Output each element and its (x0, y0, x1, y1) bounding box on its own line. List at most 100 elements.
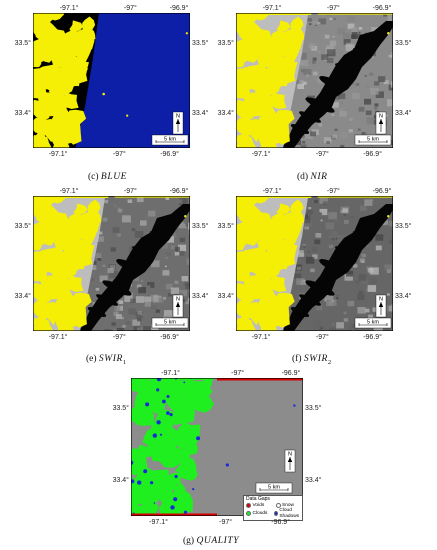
right-tick-label: 33.5° (305, 405, 322, 413)
field-patch (164, 310, 173, 317)
cloud-blob (83, 28, 96, 42)
field-patch (128, 308, 137, 315)
field-patch (361, 132, 367, 137)
cloud-blob (143, 504, 153, 514)
cloud-blob (33, 300, 46, 317)
field-patch (312, 20, 318, 25)
cloud-strip (236, 196, 312, 198)
field-patch (103, 235, 109, 240)
field-patch (383, 13, 387, 17)
lake-arm (319, 259, 345, 273)
field-patch (109, 265, 115, 270)
field-patch (370, 144, 373, 147)
cloud-blob (269, 211, 293, 240)
left-tick-label: 33.5° (14, 39, 31, 47)
field-patch (307, 250, 311, 254)
cloud-blob (387, 32, 390, 35)
field-patch (334, 128, 338, 131)
field-patch (390, 81, 393, 88)
field-patch (143, 326, 151, 331)
panel-d: N 5 km (236, 13, 393, 148)
field-patch (374, 81, 380, 86)
cloud-shadow (183, 510, 188, 514)
left-tick-label: 33.5° (217, 39, 234, 47)
field-patch (360, 205, 367, 211)
field-patch (294, 273, 302, 279)
bottom-tick-label: -97.1° (48, 151, 68, 158)
field-patch (165, 283, 173, 290)
field-patch (369, 72, 374, 76)
caption-band: QUALITY (196, 536, 240, 546)
cloud-shadow (170, 505, 175, 510)
field-patch (300, 144, 307, 148)
field-patch (387, 49, 393, 55)
map-frame (33, 13, 190, 148)
field-patch (177, 199, 183, 204)
legend-label: Clouds (252, 510, 268, 516)
top-tick-label: -97.1° (262, 5, 282, 12)
top-tick-label: -96.9° (372, 5, 392, 12)
field-patch (378, 76, 386, 82)
field-patch (136, 284, 142, 289)
lake-arm (335, 246, 357, 258)
field-patch (170, 287, 180, 295)
cloud-blob (58, 119, 79, 138)
cloud-blob (236, 234, 245, 250)
cloud-blob (244, 92, 258, 106)
satellite-image: N 5 km (236, 13, 393, 148)
field-patch (166, 251, 171, 256)
field-patch (374, 107, 378, 110)
legend-item: Voids (246, 503, 271, 509)
field-patch (364, 98, 372, 105)
field-patch (347, 15, 356, 22)
north-label: N (288, 451, 292, 457)
right-tick-label: 33.4° (192, 109, 209, 117)
field-patch (331, 300, 334, 303)
caption-prefix: (f) (292, 354, 302, 364)
field-patch (296, 278, 305, 285)
field-patch (355, 280, 360, 285)
field-patch (354, 265, 362, 272)
bottom-tick-label: -96.9° (363, 151, 382, 158)
cloud-mask (236, 196, 305, 331)
field-patch (297, 52, 307, 60)
field-patch (141, 314, 144, 316)
panel-caption: (g) QUALITY (183, 536, 239, 546)
field-patch (343, 318, 349, 322)
field-patch (357, 128, 361, 131)
field-patch (95, 287, 100, 291)
field-patch (391, 249, 393, 251)
field-patch (334, 219, 339, 224)
lake-arm (290, 306, 310, 318)
cloud-blob (133, 384, 163, 413)
field-patch (318, 123, 323, 127)
field-patch (188, 222, 190, 230)
field-patch (124, 295, 133, 302)
cloud-blob (35, 318, 51, 331)
field-patch (316, 125, 319, 128)
field-patch (343, 39, 351, 45)
legend-swatch (246, 502, 251, 508)
cloud-blob (256, 66, 273, 86)
field-patch (314, 24, 317, 26)
scale-bar-box (354, 134, 392, 146)
field-patch (127, 199, 133, 203)
bottom-tick-label: -97° (112, 334, 126, 341)
field-patch (300, 69, 305, 73)
cloud-blob (126, 114, 129, 117)
cloud-blob (255, 263, 275, 279)
field-patch (314, 199, 318, 203)
cloud-shadow (162, 399, 166, 404)
field-patch (304, 132, 313, 140)
field-patch (301, 215, 311, 223)
lake-arm (305, 97, 335, 113)
field-patch (385, 114, 388, 117)
left-tick-label: 33.5° (14, 222, 31, 230)
cloud-blob (269, 239, 296, 268)
field-patch (343, 214, 346, 217)
cloud-shadow (196, 436, 201, 441)
cloud-blob (243, 118, 267, 143)
cloud-blob (33, 234, 42, 250)
field-patch (310, 131, 316, 137)
panel-caption: (d) NIR (297, 172, 328, 182)
